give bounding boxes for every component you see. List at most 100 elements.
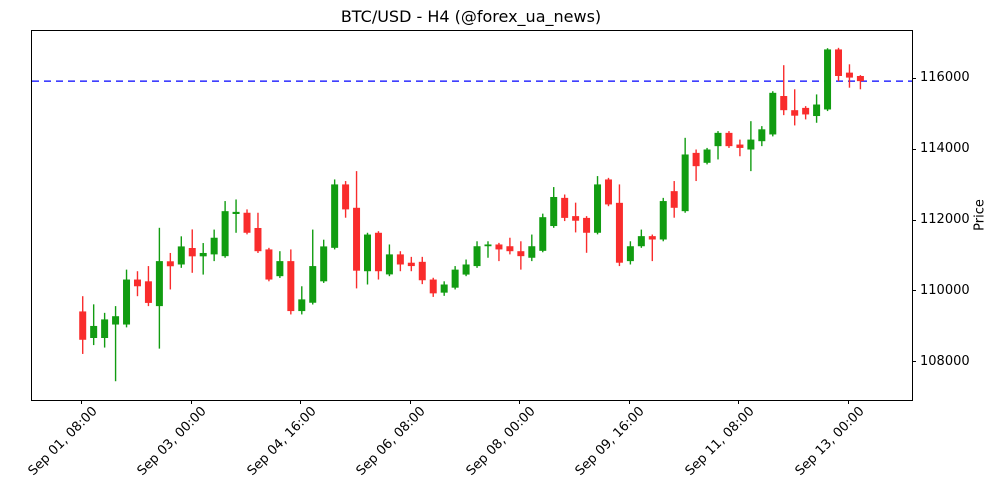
candlestick: Sep 05 12:00 O:112375 H:113410 L:110100 …: [353, 171, 361, 289]
candle-body: Sep 12 04:00 O:115130 H:115720 L:114700 …: [791, 110, 799, 116]
candle-body: Sep 11 08:00 O:114160 H:114300 L:113830 …: [736, 144, 744, 148]
candlestick: Sep 07 04:00 O:110490 H:110915 L:110445 …: [462, 259, 470, 277]
candlestick: Sep 09 20:00 O:111290 H:111760 L:111245 …: [637, 229, 645, 248]
candle-body: Sep 01 16:00 O:108700 H:109410 L:108430 …: [101, 319, 109, 338]
candle-body: Sep 03 20:00 O:112235 H:112330 L:111625 …: [243, 212, 251, 233]
candle-body: Sep 05 04:00 O:111245 H:113175 L:111200 …: [331, 184, 339, 248]
x-tick-label: Sep 03, 00:00: [134, 404, 210, 479]
candle-body: Sep 10 00:00 O:111575 H:111620 L:110870 …: [648, 236, 656, 240]
candle-body: Sep 03 00:00 O:111240 H:111765 L:110540 …: [188, 248, 196, 257]
candle-body: Sep 04 16:00 O:109460 H:110160 L:109365 …: [298, 299, 306, 312]
candle-body: Sep 02 12:00 O:109600 H:111810 L:108400 …: [155, 261, 163, 307]
candle-body: Sep 10 20:00 O:113645 H:114065 L:113600 …: [703, 149, 711, 163]
candlestick: Sep 10 08:00 O:112845 H:113130 L:112095 …: [670, 181, 678, 218]
x-tick-label: Sep 11, 08:00: [682, 404, 758, 479]
candlestick: Sep 04 00:00 O:111805 H:112235 L:111100 …: [254, 212, 262, 253]
candlestick: Sep 12 08:00 O:115195 H:115245 L:114870 …: [802, 106, 810, 120]
candle-body: Sep 11 00:00 O:114115 H:114540 L:113740 …: [714, 132, 722, 147]
candle-body: Sep 11 20:00 O:114445 H:115665 L:114390 …: [769, 92, 777, 135]
candle-body: Sep 09 08:00 O:113175 H:113220 L:112420 …: [604, 179, 612, 205]
x-tick-label: Sep 01, 08:00: [25, 404, 101, 479]
candlestick: Sep 04 20:00 O:109695 H:111760 L:109645 …: [309, 229, 317, 305]
candlestick: Sep 11 16:00 O:114255 H:114680 L:114115 …: [758, 126, 766, 147]
candle-body: Sep 07 04:00 O:110490 H:110915 L:110445 …: [462, 264, 470, 275]
candlestick: Sep 02 16:00 O:110865 H:111100 L:110070 …: [166, 252, 174, 290]
candlestick: Sep 03 12:00 O:111010 H:112565 L:110965 …: [221, 201, 229, 258]
y-tick-label: 112000: [920, 212, 970, 228]
candlestick: Sep 10 20:00 O:113645 H:114065 L:113600 …: [703, 147, 711, 165]
candle-body: Sep 08 20:00 O:112140 H:112520 L:111680 …: [572, 216, 580, 221]
candle-body: Sep 06 20:00 O:109980 H:110300 L:109890 …: [440, 284, 448, 293]
candle-body: Sep 07 08:00 O:110730 H:111430 L:110680 …: [473, 246, 481, 267]
x-tick-mark: [409, 400, 411, 404]
candle-body: Sep 08 00:00 O:111150 H:111430 L:110630 …: [517, 251, 525, 257]
candlestick: Sep 03 00:00 O:111240 H:111765 L:110540 …: [188, 229, 196, 273]
candlestick: Sep 02 04:00 O:110350 H:110585 L:109880 …: [133, 271, 141, 297]
candle-body: Sep 08 16:00 O:112655 H:112750 L:112000 …: [561, 197, 569, 218]
candlestick: Sep 05 16:00 O:110585 H:111670 L:110210 …: [364, 232, 372, 285]
candle-body: Sep 07 00:00 O:110120 H:110730 L:110070 …: [451, 269, 459, 288]
candlestick: Sep 10 04:00 O:111480 H:112655 L:111430 …: [659, 197, 667, 242]
candlestick: Sep 07 12:00 O:111290 H:111430 L:110965 …: [484, 241, 492, 258]
candlestick: Sep 06 16:00 O:110350 H:110400 L:109860 …: [429, 277, 437, 297]
candle-body: Sep 03 08:00 O:111060 H:111760 L:110870 …: [210, 237, 218, 255]
candlestick: Sep 01 12:00 O:108700 H:109650 L:108500 …: [90, 304, 98, 346]
candlestick: Sep 02 00:00 O:109080 H:110630 L:109000 …: [123, 269, 131, 328]
x-tick-mark: [738, 400, 740, 404]
x-tick-mark: [519, 400, 521, 404]
candlestick: Sep 06 04:00 O:111060 H:111150 L:110585 …: [396, 251, 404, 272]
candlestick: Sep 05 08:00 O:113035 H:113130 L:112095 …: [342, 181, 350, 218]
y-tick-mark: [912, 219, 916, 221]
y-tick-label: 114000: [920, 141, 970, 157]
candlestick: Sep 04 16:00 O:109460 H:110160 L:109365 …: [298, 286, 306, 315]
candle-body: Sep 04 08:00 O:110445 H:111150 L:110395 …: [276, 261, 284, 277]
candle-body: Sep 02 04:00 O:110350 H:110585 L:109880 …: [133, 279, 141, 287]
x-tick-mark: [628, 400, 630, 404]
y-tick-mark: [912, 290, 916, 292]
candle-body: Sep 08 08:00 O:111160 H:112210 L:111120 …: [539, 217, 547, 251]
candle-body: Sep 12 00:00 O:115530 H:116400 L:114990 …: [780, 96, 788, 111]
candlestick: Sep 03 20:00 O:112235 H:112330 L:111625 …: [243, 209, 251, 235]
candlestick: Sep 12 12:00 O:114965 H:115575 L:114775 …: [813, 94, 821, 123]
candlestick: Sep 05 00:00 O:110300 H:111475 L:110255 …: [320, 239, 328, 283]
candle-body: Sep 12 16:00 O:115150 H:116880 L:115105 …: [824, 49, 832, 110]
candle-body: Sep 10 08:00 O:112845 H:113130 L:112095 …: [670, 191, 678, 208]
candle-body: Sep 02 00:00 O:109080 H:110630 L:109000 …: [123, 279, 131, 325]
x-tick-label: Sep 09, 16:00: [573, 404, 648, 479]
x-tick-mark: [190, 400, 192, 404]
candlestick: Sep 10 16:00 O:113925 H:114020 L:113130 …: [692, 149, 700, 182]
candlestick: Sep 08 04:00 O:110965 H:111620 L:110870 …: [528, 234, 536, 262]
candle-body: Sep 06 16:00 O:110350 H:110400 L:109860 …: [429, 279, 437, 294]
candlestick: Sep 03 16:00 O:112200 H:112610 L:111670 …: [232, 199, 240, 233]
candlestick: Sep 01 08:00 O:109450 H:109880 L:108250 …: [79, 296, 87, 354]
candlestick: Sep 07 08:00 O:110730 H:111430 L:110680 …: [473, 241, 481, 268]
candle-body: Sep 06 04:00 O:111060 H:111150 L:110585 …: [396, 254, 404, 265]
x-tick-label: Sep 04, 16:00: [244, 404, 320, 479]
candlestick: Sep 09 04:00 O:111670 H:113270 L:111625 …: [594, 176, 602, 235]
y-tick-mark: [912, 77, 916, 79]
candle-body: Sep 08 04:00 O:110965 H:111620 L:110870 …: [528, 246, 536, 258]
candlestick: Sep 07 00:00 O:110120 H:110730 L:110070 …: [451, 266, 459, 290]
candlestick: Sep 08 12:00 O:111860 H:112960 L:111810 …: [550, 187, 558, 228]
candlestick: Sep 04 04:00 O:111200 H:111245 L:110300 …: [265, 247, 273, 282]
x-tick-mark: [81, 400, 83, 404]
candle-body: Sep 06 00:00 O:110495 H:111340 L:110445 …: [385, 254, 393, 275]
candle-body: Sep 11 16:00 O:114255 H:114680 L:114115 …: [758, 129, 766, 142]
candlestick: Sep 06 08:00 O:110825 H:110990 L:110585 …: [407, 256, 415, 272]
x-tick-label: Sep 06, 08:00: [354, 404, 429, 479]
candlestick: Sep 02 12:00 O:109600 H:111810 L:108400 …: [155, 227, 163, 349]
candle-body: Sep 05 16:00 O:110585 H:111670 L:110210 …: [364, 234, 372, 272]
candle-body: Sep 06 08:00 O:110825 H:110990 L:110585 …: [407, 262, 415, 267]
candle-body: Sep 12 20:00 O:116845 H:116890 L:115950 …: [835, 49, 843, 76]
chart-title: BTC/USD - H4 (@forex_ua_news): [340, 7, 602, 26]
candle-body: Sep 10 16:00 O:113925 H:114020 L:113130 …: [692, 152, 700, 167]
candlestick: Sep 13 04:00 O:116095 H:116120 L:115720 …: [856, 75, 864, 90]
candlestick: Sep 09 16:00 O:110870 H:111430 L:110775 …: [626, 241, 634, 265]
candlestick: Sep 11 00:00 O:114115 H:114540 L:113740 …: [714, 131, 722, 160]
candle-body: Sep 06 12:00 O:110850 H:110990 L:110220 …: [418, 261, 426, 281]
candle-body: Sep 03 12:00 O:111010 H:112565 L:110965 …: [221, 211, 229, 257]
candlestick: Sep 06 20:00 O:109980 H:110300 L:109890 …: [440, 281, 448, 296]
candlestick: Sep 04 12:00 O:110870 H:111200 L:109365 …: [287, 249, 295, 315]
y-tick-label: 110000: [920, 282, 970, 298]
candlestick: Sep 06 12:00 O:110850 H:110990 L:110220 …: [418, 256, 426, 285]
